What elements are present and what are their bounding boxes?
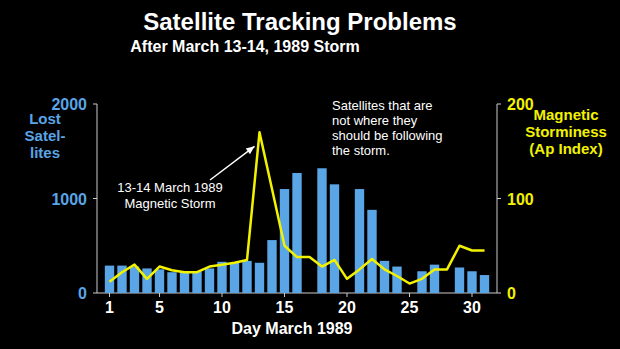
bar — [142, 268, 151, 293]
bar — [192, 271, 201, 293]
y-tick — [93, 293, 97, 294]
y2-axis-label: Storminess — [525, 123, 607, 140]
x-tick-label: 5 — [155, 299, 164, 316]
bar — [180, 271, 189, 293]
y2-tick — [497, 293, 501, 294]
x-tick-label: 1 — [105, 299, 114, 316]
annotation: not where they — [332, 113, 418, 128]
ap-index-line — [110, 132, 485, 283]
y2-tick-label: 0 — [507, 285, 516, 302]
bar — [367, 210, 376, 293]
y2-tick-label: 100 — [507, 191, 534, 208]
y-axis-label: Satel- — [25, 127, 66, 144]
subtitle: After March 13-14, 1989 Storm — [130, 38, 359, 55]
bar — [155, 269, 164, 293]
bar — [480, 275, 489, 293]
y-tick — [93, 104, 97, 105]
bar — [167, 272, 176, 293]
x-tick-label: 25 — [401, 299, 419, 316]
annotation-arrow — [210, 146, 255, 180]
annotation: 13-14 March 1989 — [117, 180, 223, 195]
background — [0, 0, 620, 349]
x-tick — [109, 293, 110, 297]
bar — [417, 271, 426, 293]
y2-tick — [497, 198, 501, 199]
annotation: should be following — [332, 128, 443, 143]
bar — [317, 168, 326, 293]
x-tick-label: 10 — [213, 299, 231, 316]
bar — [455, 267, 464, 293]
bar — [392, 267, 401, 293]
x-tick-label: 30 — [463, 299, 481, 316]
title: Satellite Tracking Problems — [143, 8, 456, 35]
bar — [467, 271, 476, 293]
bar — [355, 189, 364, 293]
y-tick-label: 0 — [78, 285, 87, 302]
x-tick-label: 20 — [338, 299, 356, 316]
bar — [255, 263, 264, 293]
chart: Satellite Tracking Problems After March 1… — [0, 0, 620, 349]
y-tick-label: 1000 — [51, 191, 87, 208]
bar — [242, 261, 251, 293]
bar — [267, 240, 276, 293]
y2-axis-label: (Ap Index) — [529, 140, 602, 157]
y2-tick — [497, 104, 501, 105]
x-axis-label: Day March 1989 — [232, 320, 353, 337]
annotation: the storm. — [332, 143, 390, 158]
bar — [292, 173, 301, 293]
x-tick — [472, 293, 473, 297]
x-tick — [347, 293, 348, 297]
annotation: Magnetic Storm — [124, 196, 215, 211]
annotation: Satellites that are — [332, 98, 432, 113]
x-tick — [409, 293, 410, 297]
x-tick — [284, 293, 285, 297]
plot-area — [105, 132, 489, 293]
bar — [330, 184, 339, 293]
bar — [130, 267, 139, 293]
y-tick-label: 2000 — [51, 96, 87, 113]
y-tick — [93, 198, 97, 199]
annotation-arrowhead — [246, 146, 255, 154]
bar — [217, 262, 226, 293]
x-tick — [159, 293, 160, 297]
y2-tick-label: 200 — [507, 96, 534, 113]
y2-axis-label: Magnetic — [533, 106, 598, 123]
x-tick — [222, 293, 223, 297]
bar — [230, 263, 239, 293]
y-axis-label: lites — [30, 144, 60, 161]
x-tick-label: 15 — [276, 299, 294, 316]
bar — [205, 268, 214, 293]
